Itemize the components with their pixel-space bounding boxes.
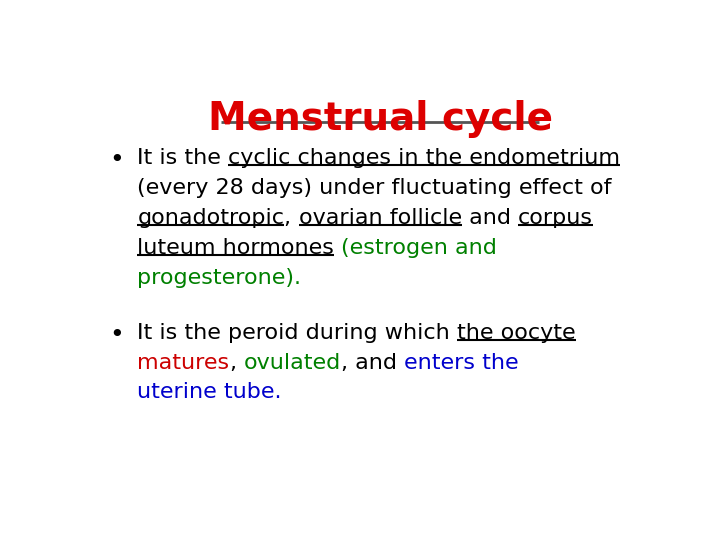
- Text: corpus: corpus: [518, 208, 593, 228]
- Text: ovulated: ovulated: [243, 353, 341, 373]
- Text: (estrogen and: (estrogen and: [341, 238, 498, 258]
- Text: and: and: [462, 208, 518, 228]
- Text: cyclic changes in the endometrium: cyclic changes in the endometrium: [228, 148, 621, 168]
- Text: It is the: It is the: [138, 148, 228, 168]
- Text: uterine tube.: uterine tube.: [138, 382, 282, 402]
- Text: (every 28 days) under fluctuating effect of: (every 28 days) under fluctuating effect…: [138, 178, 612, 198]
- Text: progesterone).: progesterone).: [138, 268, 302, 288]
- Text: •: •: [109, 322, 125, 347]
- Text: ,: ,: [284, 208, 299, 228]
- Text: ,: ,: [230, 353, 243, 373]
- Text: matures: matures: [138, 353, 230, 373]
- Text: the oocyte: the oocyte: [457, 322, 576, 342]
- Text: enters the: enters the: [404, 353, 518, 373]
- Text: It is the peroid during which: It is the peroid during which: [138, 322, 457, 342]
- Text: gonadotropic: gonadotropic: [138, 208, 284, 228]
- Text: ovarian follicle: ovarian follicle: [299, 208, 462, 228]
- Text: Menstrual cycle: Menstrual cycle: [207, 100, 553, 138]
- Text: luteum hormones: luteum hormones: [138, 238, 334, 258]
- Text: •: •: [109, 148, 125, 172]
- Text: , and: , and: [341, 353, 404, 373]
